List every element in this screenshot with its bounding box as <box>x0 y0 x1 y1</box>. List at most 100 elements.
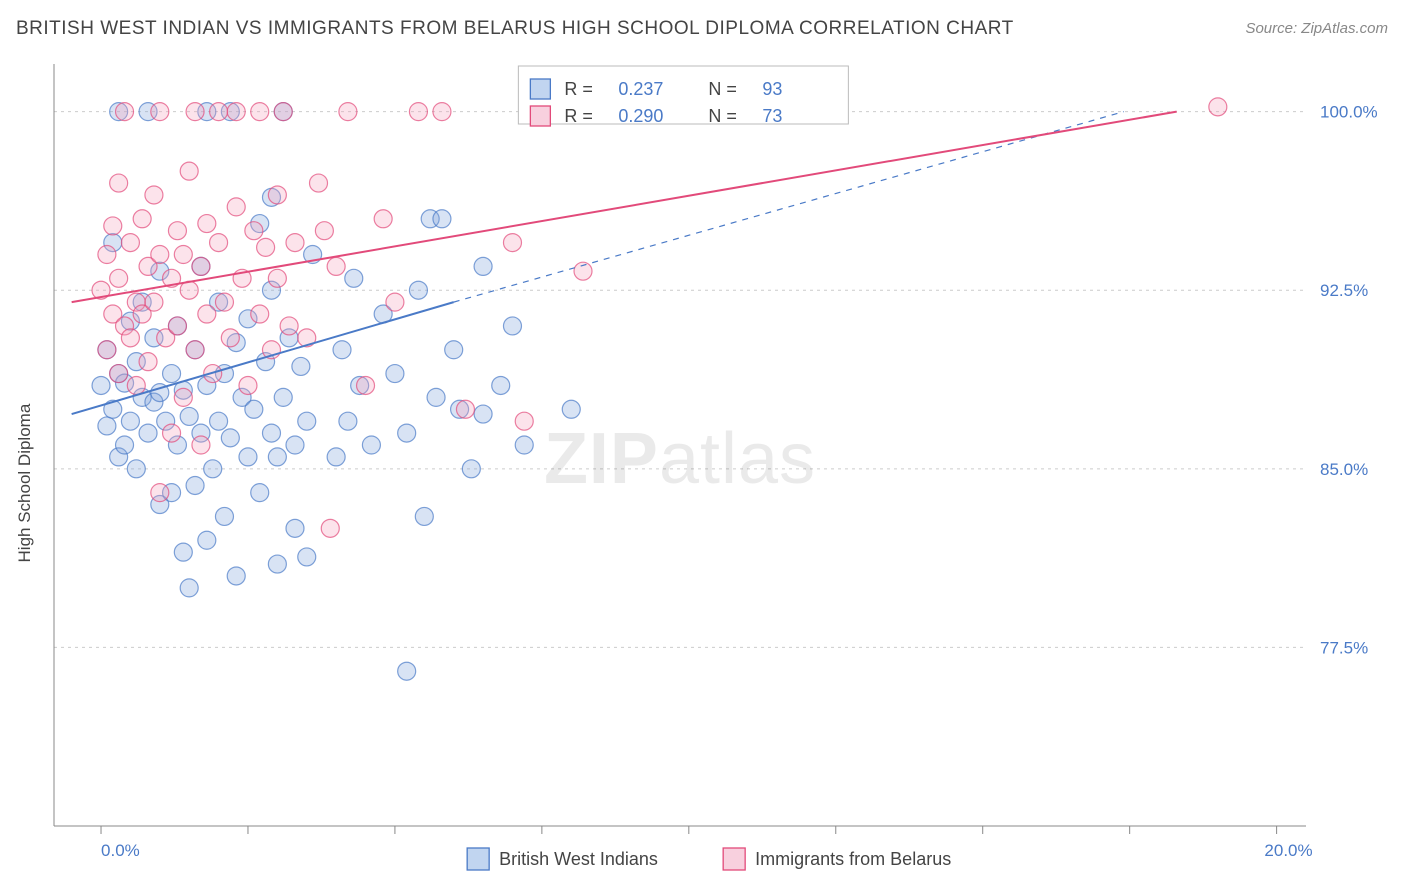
point-series-a <box>362 436 380 454</box>
footer-legend-swatch <box>467 848 489 870</box>
xtick-label: 0.0% <box>101 841 140 860</box>
legend-n-value: 73 <box>762 106 782 126</box>
point-series-b <box>503 234 521 252</box>
point-series-b <box>192 436 210 454</box>
point-series-a <box>127 460 145 478</box>
point-series-b <box>98 341 116 359</box>
point-series-a <box>251 484 269 502</box>
y-axis-label: High School Diploma <box>15 403 34 562</box>
point-series-a <box>433 210 451 228</box>
point-series-a <box>116 436 134 454</box>
point-series-a <box>427 388 445 406</box>
watermark: ZIPatlas <box>544 419 816 499</box>
point-series-a <box>268 448 286 466</box>
point-series-b <box>251 305 269 323</box>
point-series-b <box>433 103 451 121</box>
point-series-b <box>315 222 333 240</box>
point-series-a <box>210 412 228 430</box>
ytick-label: 77.5% <box>1320 638 1368 657</box>
point-series-a <box>386 365 404 383</box>
point-series-b <box>145 293 163 311</box>
point-series-b <box>121 329 139 347</box>
point-series-a <box>227 567 245 585</box>
point-series-b <box>210 234 228 252</box>
point-series-a <box>345 269 363 287</box>
scatter-chart: 77.5% 85.0% 92.5% 100.0% ZIPatlas 0.0% 20.0% Hi… <box>14 56 1392 892</box>
xtick-label: 20.0% <box>1264 841 1312 860</box>
ytick-label: 100.0% <box>1320 103 1378 122</box>
legend-swatch <box>530 79 550 99</box>
point-series-a <box>298 548 316 566</box>
point-series-b <box>163 424 181 442</box>
point-series-b <box>374 210 392 228</box>
point-series-b <box>357 376 375 394</box>
point-series-a <box>474 257 492 275</box>
point-series-a <box>445 341 463 359</box>
ytick-label: 85.0% <box>1320 460 1368 479</box>
point-series-b <box>268 269 286 287</box>
point-series-a <box>333 341 351 359</box>
trend-line-dashed <box>454 112 1124 303</box>
point-series-a <box>274 388 292 406</box>
point-series-b <box>198 305 216 323</box>
point-series-b <box>186 103 204 121</box>
point-series-b <box>409 103 427 121</box>
point-series-b <box>257 238 275 256</box>
legend-n-value: 93 <box>762 79 782 99</box>
legend-r-label: R = <box>564 79 593 99</box>
point-series-b <box>280 317 298 335</box>
legend-swatch <box>530 106 550 126</box>
point-series-a <box>462 460 480 478</box>
point-series-b <box>151 246 169 264</box>
point-series-b <box>227 198 245 216</box>
point-series-a <box>268 555 286 573</box>
point-series-a <box>398 424 416 442</box>
point-series-b <box>274 103 292 121</box>
point-series-b <box>210 103 228 121</box>
point-series-a <box>474 405 492 423</box>
point-series-b <box>227 103 245 121</box>
point-series-a <box>339 412 357 430</box>
point-series-b <box>139 353 157 371</box>
point-series-b <box>110 269 128 287</box>
point-series-b <box>215 293 233 311</box>
point-series-b <box>133 210 151 228</box>
point-series-a <box>245 400 263 418</box>
point-series-b <box>456 400 474 418</box>
point-series-b <box>251 103 269 121</box>
point-series-a <box>492 376 510 394</box>
point-series-b <box>386 293 404 311</box>
point-series-a <box>286 436 304 454</box>
point-series-a <box>409 281 427 299</box>
point-series-a <box>398 662 416 680</box>
point-series-b <box>192 257 210 275</box>
footer-legend-swatch <box>723 848 745 870</box>
point-series-b <box>180 162 198 180</box>
point-series-a <box>298 412 316 430</box>
point-series-b <box>98 246 116 264</box>
point-series-b <box>268 186 286 204</box>
chart-title: BRITISH WEST INDIAN VS IMMIGRANTS FROM B… <box>16 18 1014 39</box>
point-series-a <box>415 507 433 525</box>
point-series-a <box>92 376 110 394</box>
point-series-b <box>515 412 533 430</box>
point-series-b <box>110 365 128 383</box>
point-series-b <box>121 234 139 252</box>
point-series-a <box>503 317 521 335</box>
legend-n-label: N = <box>708 106 737 126</box>
point-series-b <box>127 376 145 394</box>
point-series-a <box>515 436 533 454</box>
point-series-b <box>310 174 328 192</box>
footer-legend-label: Immigrants from Belarus <box>755 849 951 869</box>
ytick-label: 92.5% <box>1320 281 1368 300</box>
point-series-b <box>239 376 257 394</box>
point-series-a <box>239 448 257 466</box>
point-series-a <box>198 531 216 549</box>
point-series-b <box>198 215 216 233</box>
point-series-a <box>327 448 345 466</box>
legend-r-value: 0.290 <box>618 106 663 126</box>
point-series-b <box>221 329 239 347</box>
point-series-a <box>562 400 580 418</box>
point-series-b <box>168 317 186 335</box>
point-series-b <box>321 519 339 537</box>
